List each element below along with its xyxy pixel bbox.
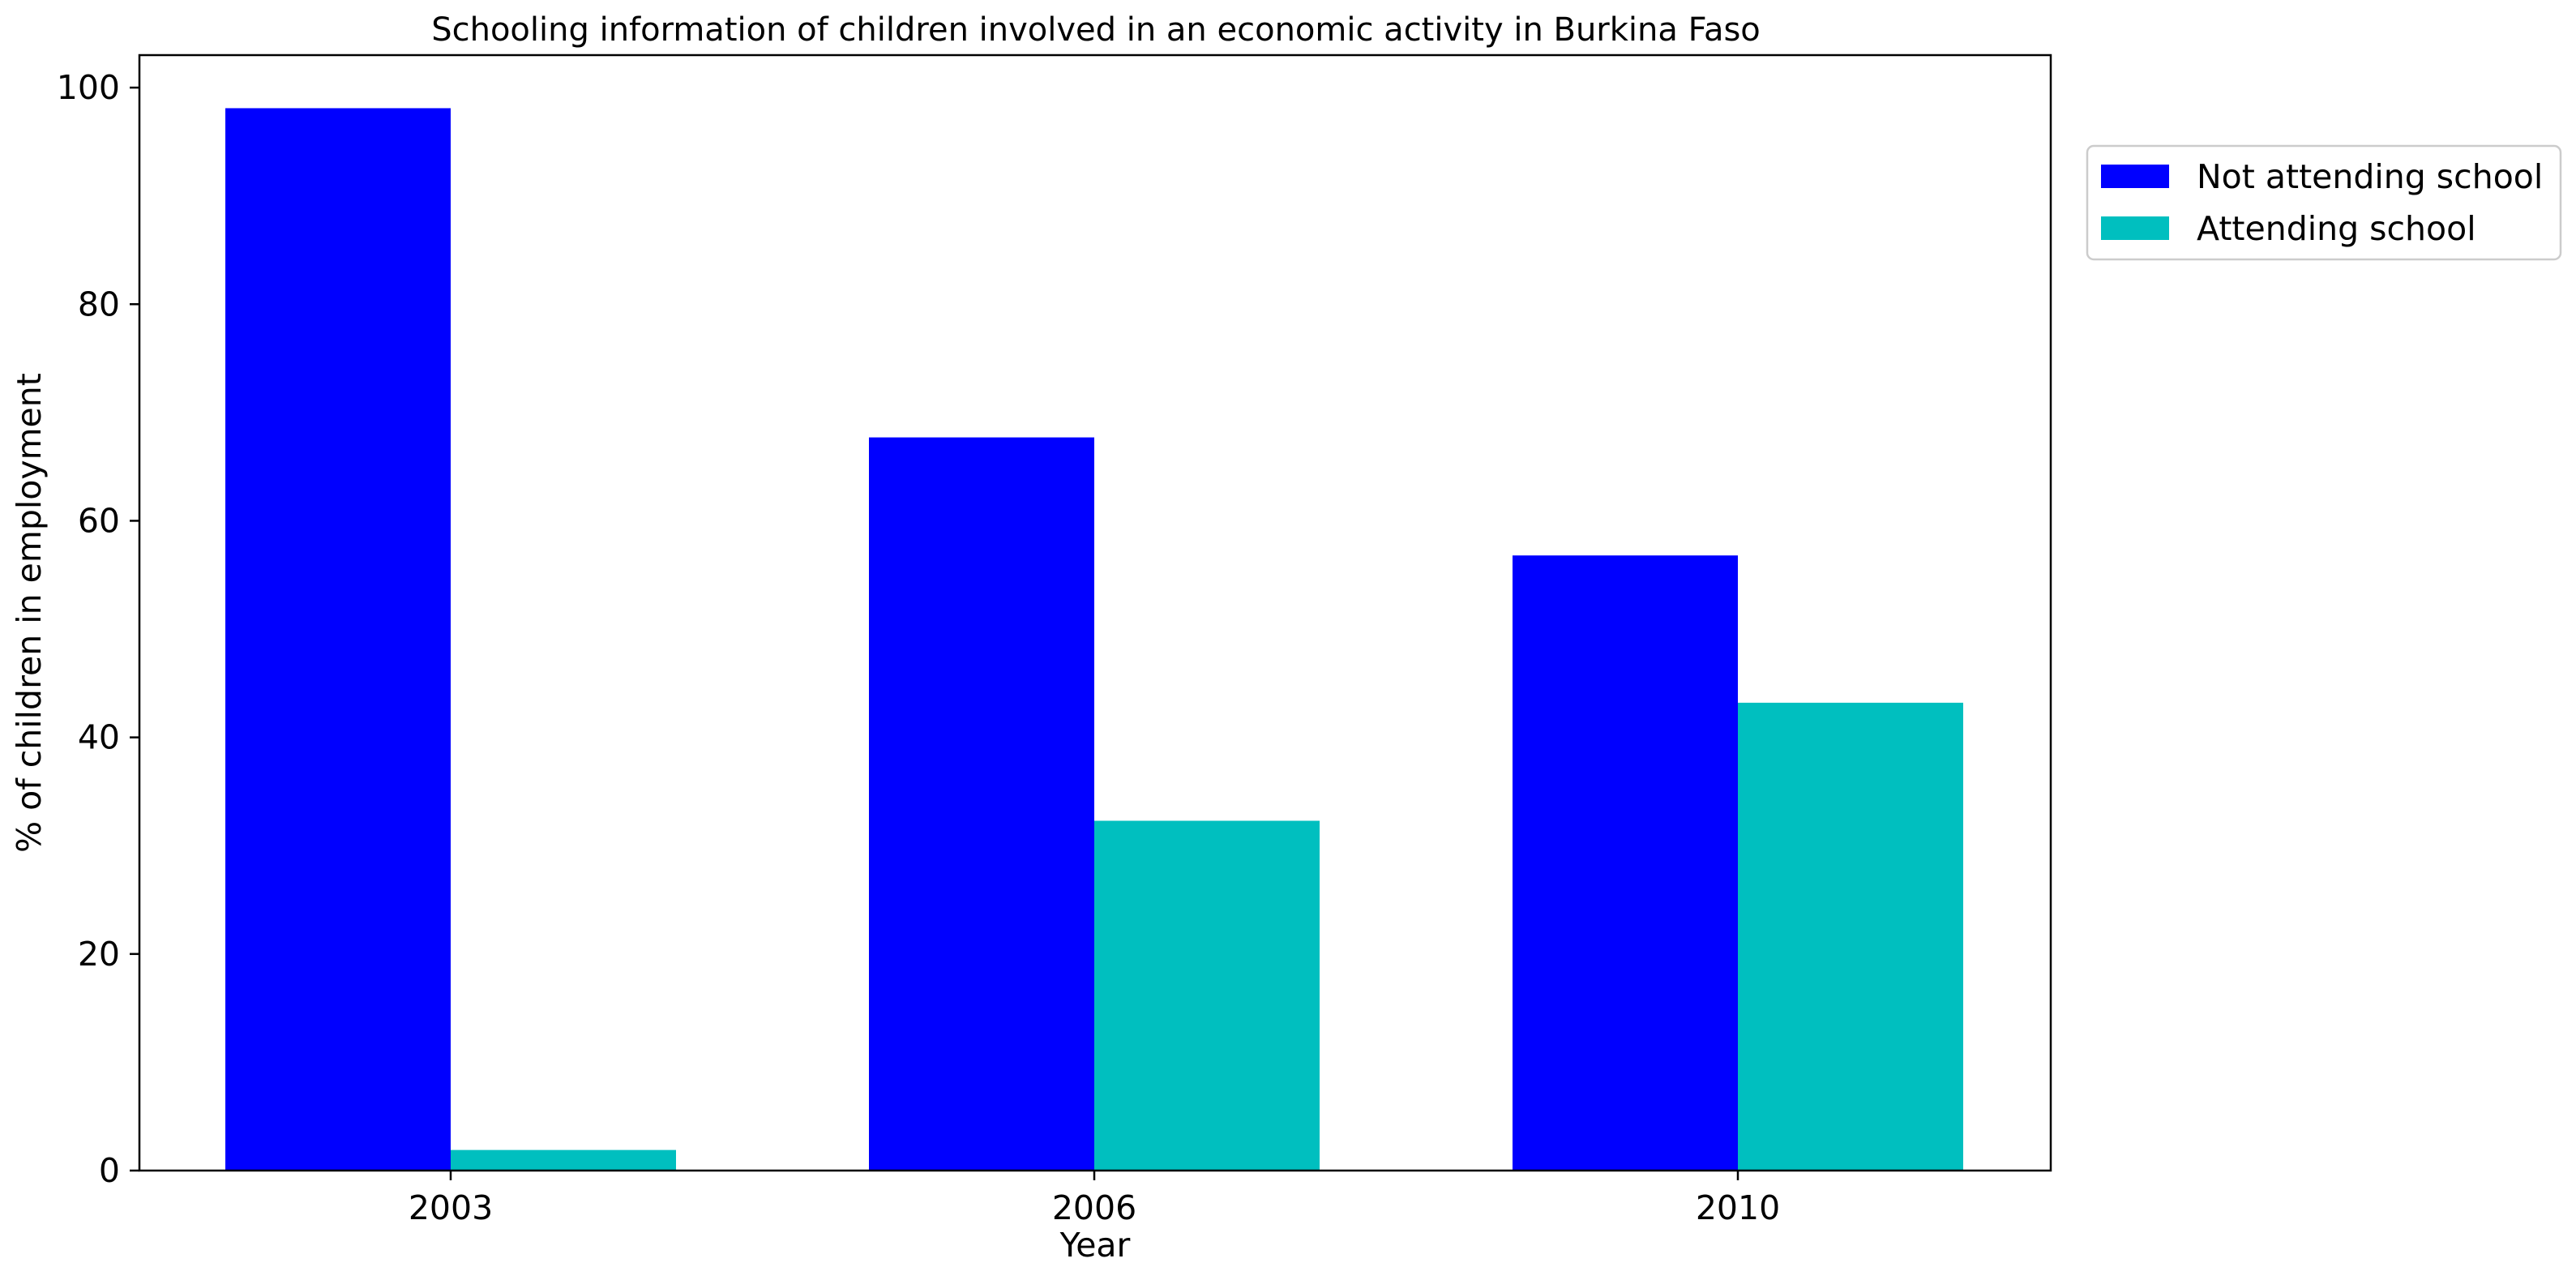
- legend-swatch-attending: [2101, 216, 2169, 240]
- legend: Not attending school Attending school: [2086, 144, 2562, 261]
- bars-group: [225, 108, 1963, 1171]
- bar-attending-2006: [1094, 820, 1320, 1171]
- y-tick-label: 0: [99, 1151, 120, 1190]
- legend-label-attending: Attending school: [2197, 209, 2476, 248]
- x-axis-label: Year: [1059, 1226, 1131, 1265]
- y-axis: 0 20 40 60 80 100: [57, 68, 139, 1190]
- y-tick-label: 20: [78, 935, 120, 974]
- y-axis-label: % of children in employment: [10, 373, 49, 853]
- x-axis: 2003 2006 2010: [409, 1171, 1780, 1227]
- x-tick-label-2006: 2006: [1052, 1188, 1136, 1227]
- legend-frame: [2086, 144, 2562, 261]
- y-tick-label: 60: [78, 501, 120, 540]
- legend-label-not-attending: Not attending school: [2197, 157, 2543, 196]
- bar-not-attending-2003: [225, 108, 451, 1171]
- y-tick-label: 100: [57, 68, 120, 107]
- y-tick-label: 80: [78, 285, 120, 323]
- y-tick-label: 40: [78, 718, 120, 757]
- x-tick-label-2003: 2003: [409, 1188, 493, 1227]
- bar-attending-2010: [1738, 702, 1963, 1171]
- bar-not-attending-2010: [1513, 555, 1738, 1171]
- chart-title: Schooling information of children involv…: [431, 11, 1761, 49]
- x-tick-label-2010: 2010: [1696, 1188, 1780, 1227]
- bar-attending-2003: [451, 1149, 676, 1171]
- bar-not-attending-2006: [869, 437, 1094, 1171]
- legend-swatch-not-attending: [2101, 165, 2169, 188]
